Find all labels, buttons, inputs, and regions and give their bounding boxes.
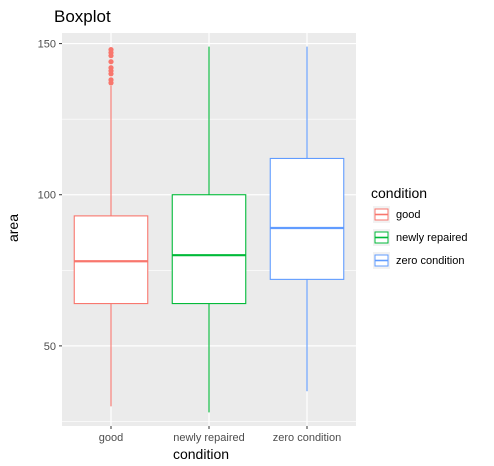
outlier-point <box>108 59 113 64</box>
interquartile-box <box>172 195 246 304</box>
x-axis-title: condition <box>173 446 229 462</box>
x-tick-label: zero condition <box>273 432 342 444</box>
y-tick-label: 50 <box>44 341 56 353</box>
legend-title: condition <box>371 185 427 201</box>
interquartile-box <box>74 216 148 304</box>
legend-item-good: good <box>373 206 420 223</box>
x-axis: good newly repaired zero condition <box>99 426 341 444</box>
chart-title: Boxplot <box>54 7 111 26</box>
y-axis-title: area <box>5 214 21 242</box>
y-tick-label: 100 <box>38 190 56 202</box>
outlier-point <box>108 47 113 52</box>
x-tick-label: good <box>99 432 123 444</box>
outlier-point <box>108 65 113 70</box>
y-axis: 50 100 150 <box>38 39 62 353</box>
legend: condition good newly repaired zero conditi… <box>371 185 468 269</box>
legend-label: good <box>396 209 420 221</box>
x-tick-label: newly repaired <box>173 432 245 444</box>
y-tick-label: 150 <box>38 39 56 51</box>
interquartile-box <box>270 158 344 279</box>
legend-item-newly-repaired: newly repaired <box>373 229 468 246</box>
legend-label: newly repaired <box>396 232 468 244</box>
legend-label: zero condition <box>396 255 465 267</box>
legend-item-zero-condition: zero condition <box>373 252 465 269</box>
outlier-point <box>108 77 113 82</box>
